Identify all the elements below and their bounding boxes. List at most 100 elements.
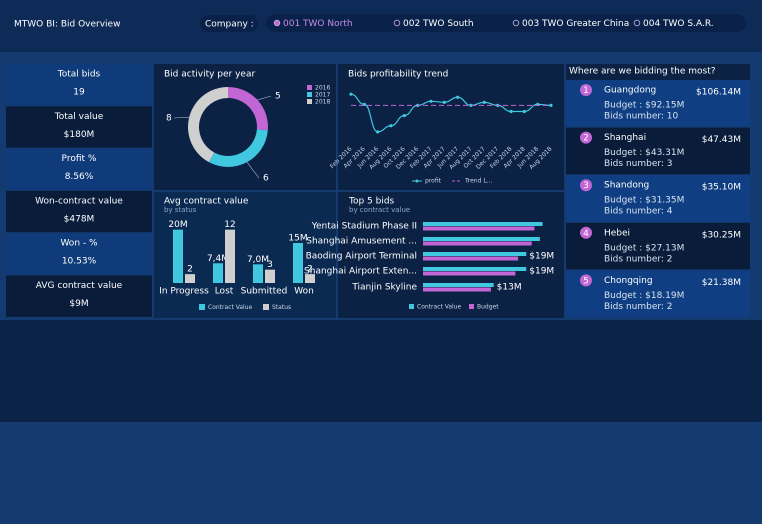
kpi-box [6, 275, 152, 317]
legend-label: Trend L... [464, 178, 492, 185]
bar [173, 229, 183, 283]
leader-line [246, 161, 260, 179]
legend-swatch [199, 304, 205, 310]
rank-badge [580, 131, 592, 144]
donut-label: 8 [166, 114, 172, 124]
bar-label: 2 [307, 265, 313, 275]
bar-label: 7,0M [247, 255, 269, 265]
region-name: Shandong [604, 181, 649, 191]
bar [423, 256, 519, 261]
y-tick-label: Tianjin Skyline [351, 283, 417, 293]
kpi-label: Profit % [62, 154, 97, 164]
bar [423, 267, 527, 271]
point [349, 92, 353, 96]
bar [305, 274, 315, 283]
point [429, 99, 433, 103]
company-pill [200, 15, 258, 32]
y-tick-label: Shanghai Airport Exten... [304, 267, 417, 277]
region-bids: Bids number: 2 [604, 302, 673, 312]
bar [423, 271, 516, 276]
point [456, 95, 460, 99]
bar [423, 252, 527, 256]
donut-slice [228, 87, 268, 131]
kpi-label: Won - % [60, 239, 98, 249]
kpi-value: $478M [64, 214, 95, 224]
company-options [266, 14, 746, 32]
region-total: $30.25M [702, 230, 741, 240]
bar-label: 12 [224, 220, 235, 230]
region-row [566, 80, 750, 127]
x-tick-label: In Progress [159, 287, 209, 297]
point [522, 109, 526, 114]
kpi-value: $9M [69, 299, 88, 309]
kpi-label: Total bids [57, 70, 101, 80]
rank: 3 [583, 181, 589, 191]
region-budget: Budget : $27.13M [604, 243, 684, 253]
x-tick-label: Won [294, 287, 314, 297]
rank-badge [580, 226, 592, 239]
region-total: $35.10M [702, 183, 741, 193]
chart-subtitle: by contract value [349, 206, 410, 214]
bar-label: $19M [529, 267, 554, 277]
bar [423, 226, 535, 231]
company-option[interactable]: 002 TWO South [403, 19, 474, 29]
kpi-box [6, 106, 152, 148]
bar [423, 222, 543, 226]
rank: 1 [583, 86, 589, 96]
region-name: Guangdong [604, 86, 656, 96]
company-option[interactable]: 001 TWO North [283, 19, 353, 29]
x-tick-label: Submitted [241, 287, 288, 297]
bar-label: $13M [497, 283, 522, 293]
region-bids: Bids number: 10 [604, 112, 679, 122]
radio[interactable] [633, 19, 641, 27]
y-tick-label: Yentai Stadium Phase II [311, 222, 417, 232]
point [442, 100, 446, 104]
bar [185, 274, 195, 283]
point [482, 100, 486, 104]
rank: 4 [583, 229, 589, 239]
radio[interactable] [273, 19, 281, 27]
kpi-label: Total value [54, 112, 104, 122]
leader-line [173, 116, 190, 119]
legend-label: 2017 [315, 92, 330, 99]
list-title: Where are we bidding the most? [569, 67, 716, 77]
region-budget: Budget : $31.35M [604, 196, 684, 206]
chart-title: Bid activity per year [164, 70, 255, 80]
profit-line [350, 93, 552, 133]
donut-label: 6 [263, 174, 269, 184]
legend-swatch [307, 92, 312, 97]
bar-label: 7,4M [207, 254, 229, 264]
bar [423, 237, 540, 241]
kpi-value: 10.53% [62, 257, 97, 267]
y-tick-label: Baoding Airport Terminal [306, 252, 417, 262]
region-row [566, 222, 750, 270]
region-total: $21.38M [702, 278, 741, 288]
legend-label: Contract Value [417, 304, 462, 311]
legend-label: Status [272, 304, 291, 311]
company-option[interactable]: 004 TWO S.A.R. [643, 19, 714, 29]
radio[interactable] [512, 19, 520, 27]
x-tick-label: Lost [215, 287, 234, 297]
kpi-box [6, 148, 152, 190]
region-total: $106.14M [696, 88, 741, 98]
y-tick-label: Shanghai Amusement ... [306, 237, 417, 247]
bar [423, 283, 494, 287]
point [376, 130, 380, 134]
bar [253, 264, 263, 283]
legend-label: Contract Value [208, 304, 253, 311]
legend-swatch [409, 304, 414, 309]
radio[interactable] [393, 19, 401, 27]
bar [423, 241, 532, 246]
legend-label: Budget [477, 304, 499, 311]
bar-label: 15M [288, 234, 307, 244]
legend-swatch [307, 85, 312, 90]
chart-subtitle: by status [164, 206, 197, 214]
panel [154, 192, 336, 318]
kpi-box [6, 233, 152, 275]
donut-label: 5 [275, 92, 281, 102]
donut-slice [208, 129, 268, 168]
kpi-label: AVG contract value [36, 281, 123, 291]
region-budget: Budget : $43.31M [604, 148, 684, 158]
company-option[interactable]: 003 TWO Greater China [522, 19, 629, 29]
